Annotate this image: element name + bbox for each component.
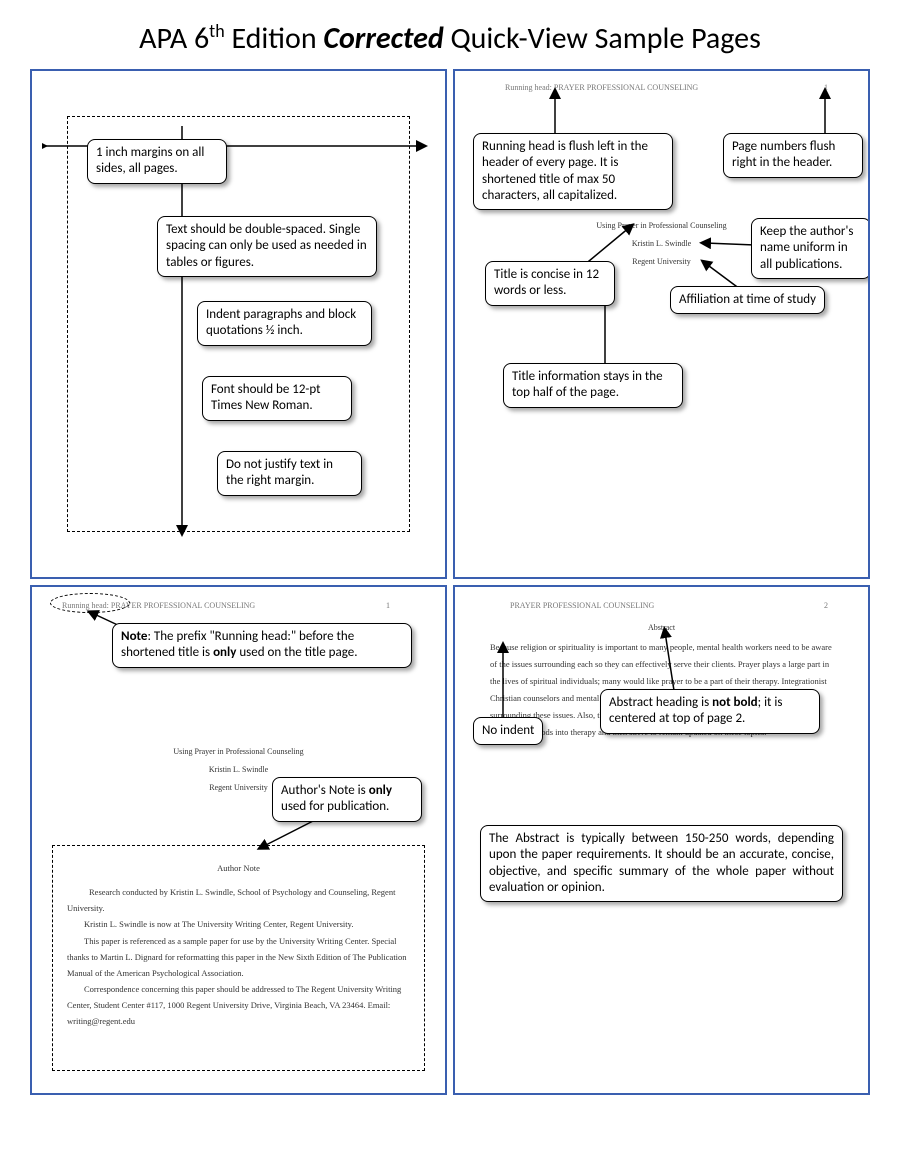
panel-2: Running head: PRAYER PROFESSIONAL COUNSE… (453, 69, 870, 579)
c2p-b: not bold (712, 695, 758, 710)
c2-b: only (369, 783, 392, 798)
callout-author-note: Author's Note is only used for publicati… (272, 777, 422, 822)
callout-running-note: Note: The prefix "Running head:" before … (112, 623, 412, 668)
title-mid: Edition (225, 20, 324, 57)
callout-running-head: Running head is flush left in the header… (473, 133, 673, 210)
callout-page-num: Page numbers flush right in the header. (723, 133, 863, 178)
callout-spacing: Text should be double-spaced. Single spa… (157, 216, 377, 277)
callout-title-concise: Title is concise in 12 words or less. (485, 261, 615, 306)
title-post: Quick-View Sample Pages (444, 20, 761, 57)
c1-pre: Note (121, 629, 147, 644)
title-sup: th (209, 20, 225, 42)
callout-affiliation: Affiliation at time of study (670, 286, 825, 314)
callout-font: Font should be 12-pt Times New Roman. (202, 376, 352, 421)
panel-3: Running head: PRAYER PROFESSIONAL COUNSE… (30, 585, 447, 1095)
title-pre: APA 6 (139, 20, 209, 57)
c1-b: only (213, 645, 236, 660)
callout-justify: Do not justify text in the right margin. (217, 451, 362, 496)
running-head-oval (50, 593, 130, 613)
callout-author-name: Keep the author's name uniform in all pu… (751, 218, 870, 279)
callout-margins: 1 inch margins on all sides, all pages. (87, 139, 227, 184)
c2p-pre: Abstract heading is (609, 695, 712, 710)
title-bold: Corrected (323, 20, 443, 57)
c1-post: used on the title page. (236, 645, 357, 660)
author-note-body: Research conducted by Kristin L. Swindle… (53, 876, 424, 1039)
callout-abstract-desc: The Abstract is typically between 150-25… (480, 825, 843, 902)
callout-top-half: Title information stays in the top half … (503, 363, 683, 408)
c2-pre: Author's Note is (281, 783, 369, 798)
panel-grid: 1 inch margins on all sides, all pages. … (30, 69, 870, 1095)
panel-4: PRAYER PROFESSIONAL COUNSELING 2 Abstrac… (453, 585, 870, 1095)
callout-abstract-heading: Abstract heading is not bold; it is cent… (600, 689, 820, 734)
panel-1: 1 inch margins on all sides, all pages. … (30, 69, 447, 579)
page-title: APA 6th Edition Corrected Quick-View Sam… (30, 20, 870, 57)
callout-indent: Indent paragraphs and block quotations ½… (197, 301, 372, 346)
c2-post: used for publication. (281, 799, 389, 814)
callout-no-indent: No indent (473, 717, 543, 745)
